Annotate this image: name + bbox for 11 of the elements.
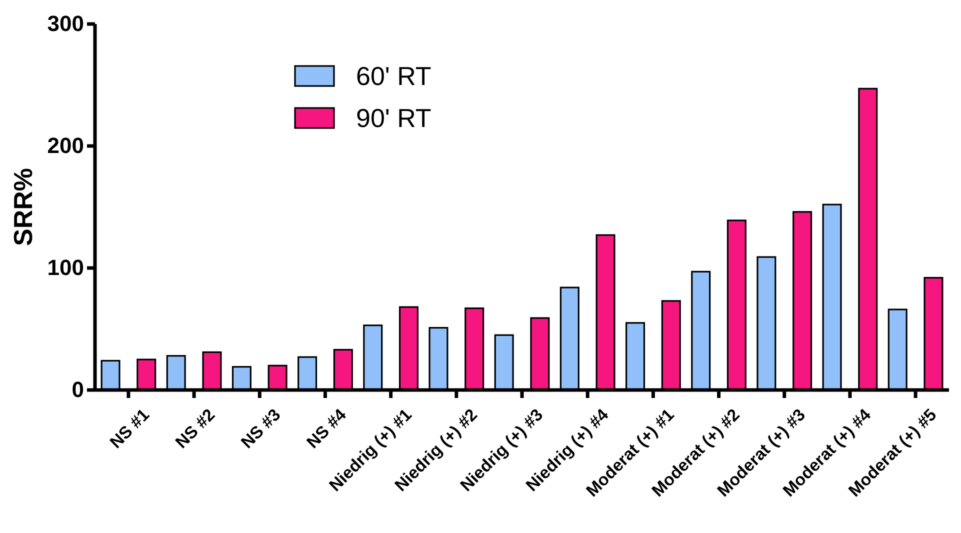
legend-label: 60' RT [356,61,432,91]
x-tick-label: NS #4 [302,404,350,452]
x-tick-label: NS #3 [237,405,284,452]
y-axis-title: SRR% [8,168,38,246]
y-tick-label: 0 [72,377,84,402]
legend-label: 90' RT [356,103,432,133]
y-tick-label: 200 [47,133,84,158]
x-tick-label: NS #2 [172,405,219,452]
y-tick-label: 100 [47,255,84,280]
y-tick-label: 300 [47,11,84,36]
x-tick-label: NS #1 [106,405,154,452]
